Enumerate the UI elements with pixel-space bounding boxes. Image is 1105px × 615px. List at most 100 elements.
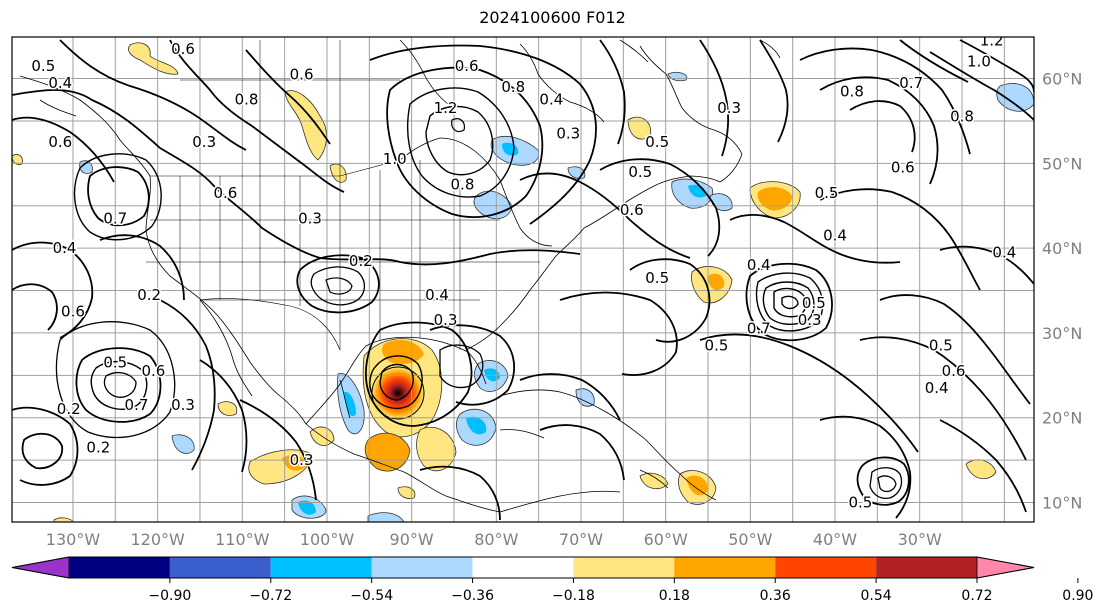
negative-anomaly-area	[12, 154, 23, 165]
colorbar-extend-min	[11, 556, 70, 579]
contour-line	[365, 321, 473, 427]
contour-line	[781, 295, 799, 310]
contour-label: 0.3	[171, 396, 195, 414]
contour-label: 0.4	[53, 239, 77, 257]
negative-anomaly-area	[53, 517, 75, 522]
latitude-label: 30°N	[1042, 324, 1082, 343]
contour-line	[899, 39, 969, 83]
latitude-labels: 60°N 50°N 40°N 30°N 20°N 10°N	[1042, 70, 1082, 513]
contour-label: 1.2	[980, 31, 1004, 49]
contour-label: 0.5	[645, 269, 669, 287]
coastlines	[19, 39, 781, 513]
contour-label: 0.6	[61, 303, 85, 321]
colorbar: −0.90 −0.72 −0.54 −0.36 −0.18 0.18 0.36 0.54 0.7…	[11, 556, 1093, 604]
contour-label: 0.7	[125, 396, 149, 414]
contour-line	[755, 272, 824, 332]
longitude-label: 70°W	[559, 530, 603, 549]
contour-line	[819, 76, 939, 185]
longitude-label: 60°W	[644, 530, 688, 549]
contour-label: 0.6	[891, 159, 915, 177]
colorbar-segment	[169, 557, 271, 578]
contour-label: 0.2	[86, 438, 110, 456]
strong-positive-anomaly-area	[757, 187, 792, 211]
contour-line	[12, 89, 581, 266]
contour-label: 0.6	[48, 133, 72, 151]
contour-label: 0.7	[103, 209, 127, 227]
positive-anomaly-area	[217, 401, 238, 416]
contour-line	[245, 49, 331, 145]
coastline	[305, 423, 501, 513]
coastline	[499, 429, 545, 439]
contour-line	[87, 166, 150, 227]
contour-line	[12, 406, 79, 486]
contour-label: 1.0	[967, 53, 991, 71]
longitude-label: 30°W	[898, 530, 942, 549]
coastline	[619, 39, 649, 63]
negative-anomaly-area	[79, 160, 93, 174]
colorbar-tick-label: 0.54	[861, 588, 892, 604]
coastline	[639, 469, 669, 489]
contour-line	[699, 39, 729, 157]
contour-label: 0.3	[192, 133, 216, 151]
latitude-label: 40°N	[1042, 239, 1082, 258]
contour-line	[451, 118, 465, 133]
contour-line	[629, 258, 711, 343]
contour-label: 0.6	[942, 362, 966, 380]
contour-line	[599, 39, 626, 145]
contour-line	[519, 373, 621, 421]
contour-label: 0.4	[823, 226, 847, 244]
colorbar-tick-label: −0.90	[148, 588, 191, 604]
coastline	[399, 137, 501, 181]
map-title: 2024100600 F012	[479, 8, 626, 27]
contour-label: 0.6	[620, 201, 644, 219]
strong-negative-anomaly-area	[298, 500, 316, 515]
map-border	[11, 36, 1035, 523]
contour-label: 0.3	[717, 99, 741, 117]
contour-label: 0.6	[171, 40, 195, 58]
contour-line	[369, 355, 423, 410]
strong-negative-anomaly-area	[466, 416, 487, 435]
colorbar-segment	[573, 557, 675, 578]
latitude-label: 50°N	[1042, 154, 1082, 173]
latitude-label: 10°N	[1042, 493, 1082, 512]
colorbar-extend-max	[976, 556, 1035, 579]
strong-positive-anomaly-area	[686, 475, 708, 496]
colorbar-tick-label: −0.72	[249, 588, 292, 604]
contour-label: 0.8	[950, 108, 974, 126]
contour-label: 0.5	[31, 57, 55, 75]
coastline	[19, 75, 307, 425]
coastline	[465, 227, 585, 351]
contour-line	[819, 415, 912, 519]
coastline	[759, 39, 781, 59]
contour-line	[429, 324, 515, 406]
positive-anomaly-area	[128, 42, 179, 75]
longitude-label: 90°W	[390, 530, 434, 549]
contour-label: 1.0	[383, 150, 407, 168]
contour-label: 0.2	[57, 400, 81, 418]
map-frame: 0.50.40.60.60.80.30.60.70.40.60.20.30.20…	[12, 31, 1034, 522]
colorbar-tick-label: −0.36	[451, 588, 494, 604]
contour-label: 0.6	[455, 57, 479, 75]
coastline	[583, 175, 721, 229]
contour-label: 0.4	[925, 379, 949, 397]
contour-line	[310, 266, 365, 306]
contour-line	[75, 347, 162, 423]
contour-line	[729, 214, 901, 264]
colorbar-tick-label: 0.72	[961, 588, 992, 604]
contour-line	[21, 432, 63, 470]
contour-line	[859, 336, 1027, 461]
positive-anomaly-area	[284, 90, 327, 161]
longitude-labels: 130°W 120°W 110°W 100°W 90°W 80°W 70°W 60°W 50°W…	[46, 530, 942, 549]
colorbar-segment	[69, 557, 170, 578]
contour-line	[103, 371, 137, 398]
contour-line	[762, 281, 815, 325]
longitude-label: 40°W	[813, 530, 857, 549]
contour-label: 0.3	[290, 451, 314, 469]
contour-label: 0.6	[141, 362, 165, 380]
contour-label: 0.2	[349, 252, 373, 270]
longitude-label: 110°W	[215, 530, 270, 549]
colorbar-tick-label: 0.36	[760, 588, 791, 604]
colorbar-outline	[11, 556, 1035, 579]
contour-label: 0.5	[848, 493, 872, 511]
coastline	[499, 179, 553, 247]
